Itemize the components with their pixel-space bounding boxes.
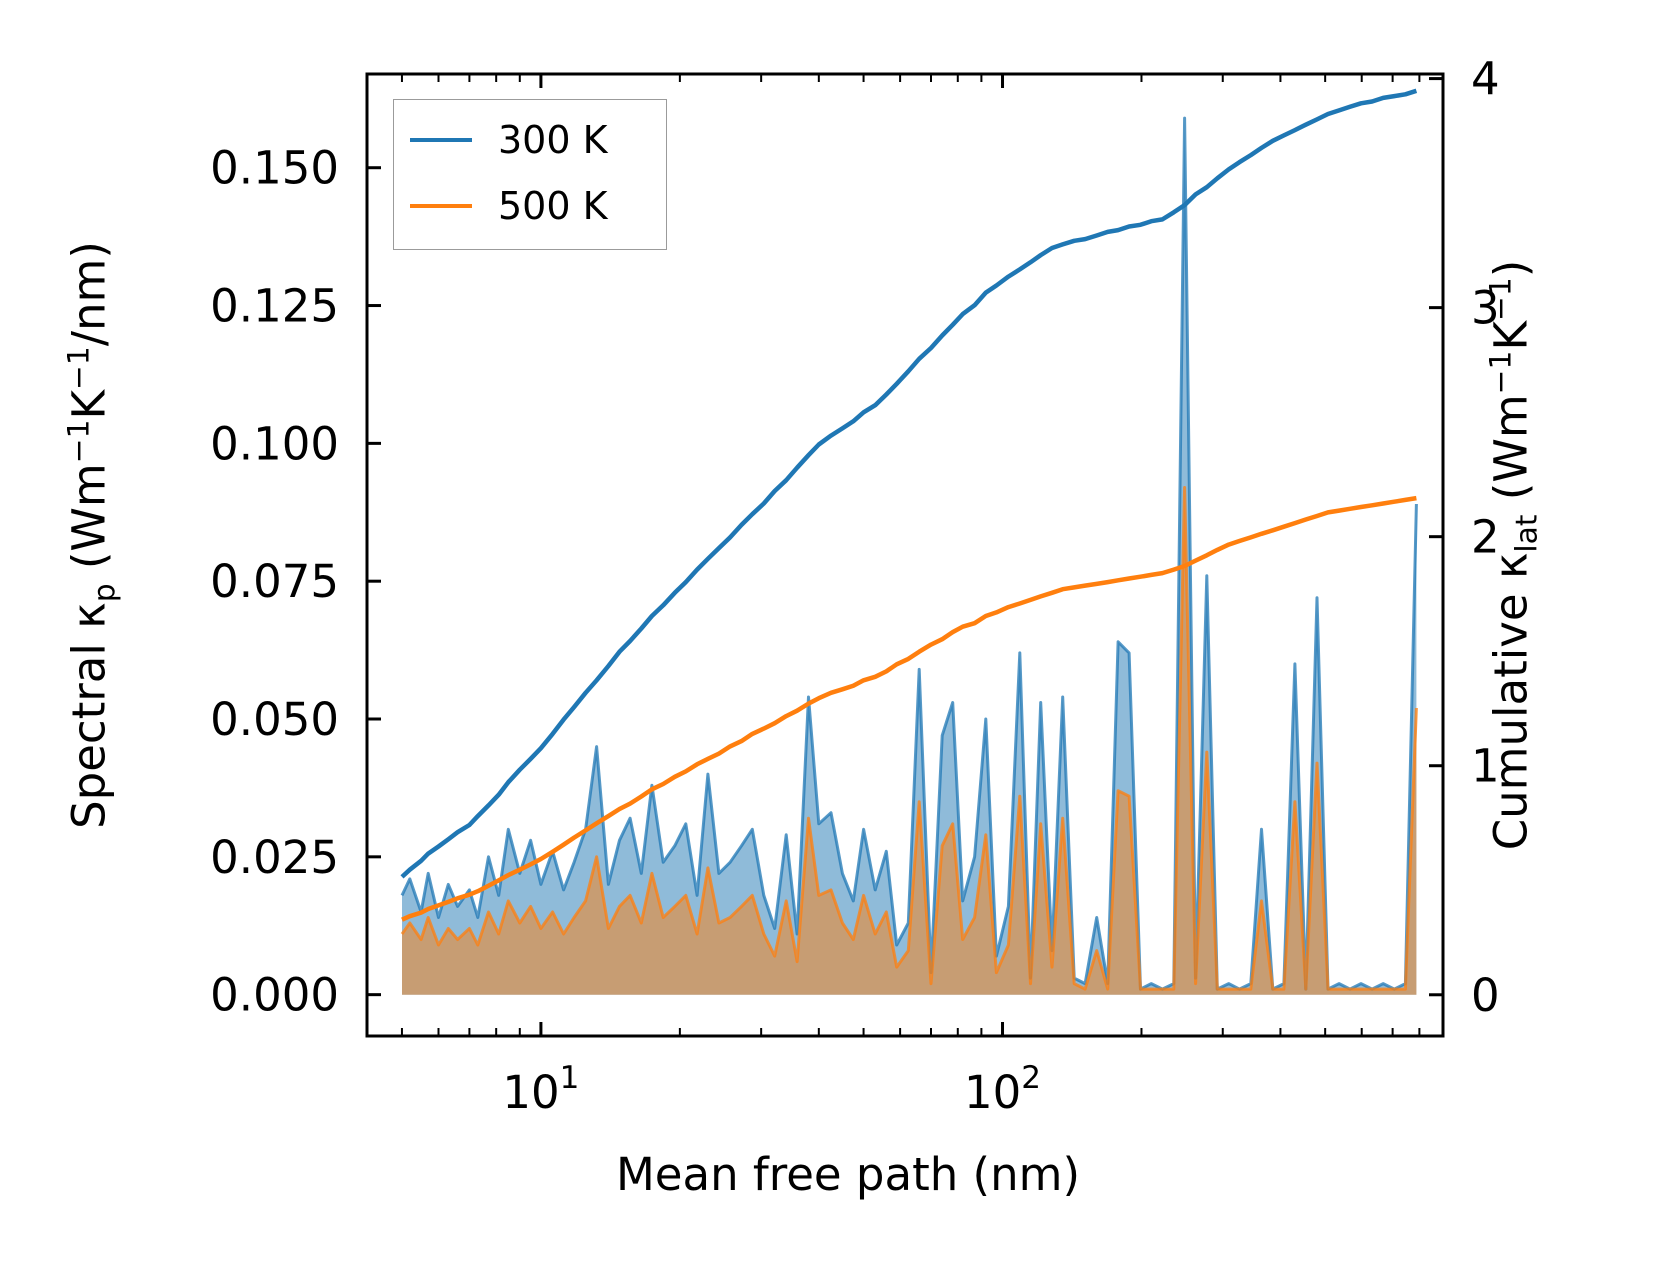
x-tick-label-exponent: 2 [1021, 1060, 1041, 1096]
spectral-area-500k [402, 487, 1417, 995]
y-left-tick-label: 0.125 [210, 280, 339, 333]
legend-entry-300k: 300 K [410, 118, 608, 162]
x-tick-label: 101 [502, 1060, 579, 1119]
x-tick-label: 102 [964, 1060, 1041, 1119]
y-axis-right-title: Cumulative κlat (Wm−1K−1) [1483, 259, 1545, 851]
axes-frame [365, 72, 1445, 1038]
y-right-tick-label: 2 [1471, 511, 1500, 564]
y-left-tick-label: 0.000 [210, 969, 339, 1022]
cumulative-line-500k [401, 495, 1417, 922]
legend-swatch-500k [410, 204, 472, 208]
x-axis-title: Mean free path (nm) [615, 1148, 1081, 1201]
legend: 300 K 500 K [393, 99, 667, 250]
x-tick-label-exponent: 1 [560, 1060, 580, 1096]
y-right-tick-label: 4 [1471, 53, 1500, 106]
spectral-line-500k [400, 486, 1418, 991]
y-left-tick-label: 0.100 [210, 417, 339, 470]
axes: 0.000 0.025 0.050 0.075 0.100 0.125 0.150 0 1 2 3 4… [210, 53, 1499, 1119]
y-left-tick-label: 0.075 [210, 555, 339, 608]
y-axis-left-title: Spectral κp (Wm−1K−1/nm) [61, 241, 123, 829]
plot-area [400, 88, 1418, 995]
x-tick-label-base: 10 [502, 1066, 559, 1119]
legend-label-300k: 300 K [498, 118, 608, 162]
cumulative-line-300k [400, 88, 1418, 879]
y-right-tick-label: 3 [1471, 282, 1500, 335]
y-left-tick-label: 0.150 [210, 142, 339, 195]
y-right-tick-label: 0 [1471, 969, 1500, 1022]
y-left-tick-label: 0.025 [210, 831, 339, 884]
y-left-tick-label: 0.050 [210, 693, 339, 746]
legend-swatch-300k [410, 138, 472, 142]
y-right-tick-label: 1 [1471, 740, 1500, 793]
spectral-line-300k [400, 116, 1418, 991]
legend-label-500k: 500 K [498, 184, 608, 228]
legend-entry-500k: 500 K [410, 184, 608, 228]
x-tick-label-base: 10 [964, 1066, 1021, 1119]
